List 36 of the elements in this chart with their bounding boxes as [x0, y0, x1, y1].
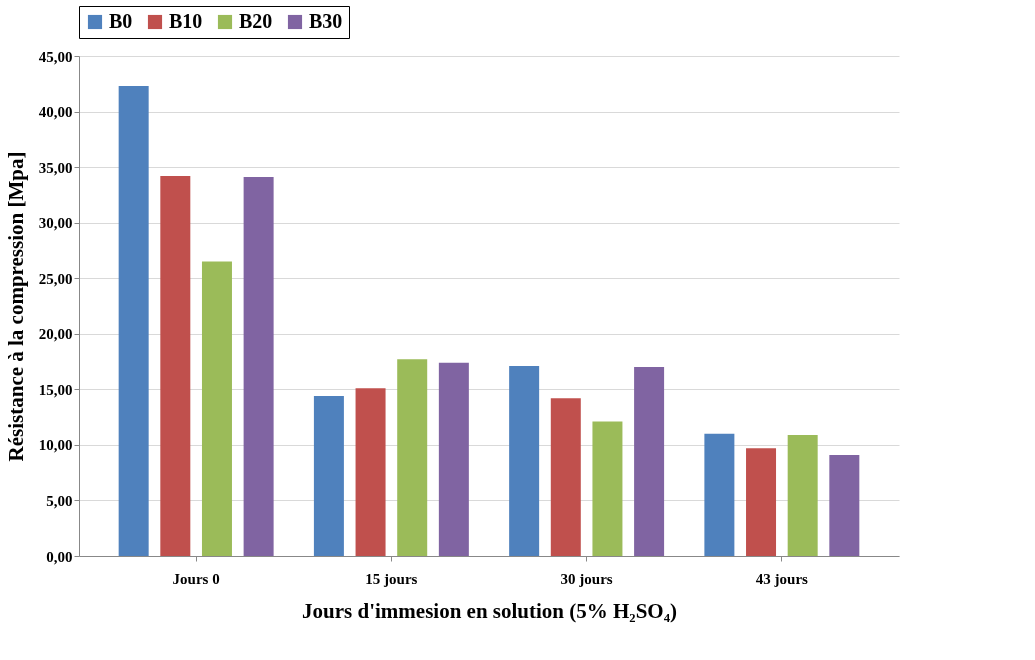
bar [787, 434, 818, 556]
x-tick-label: Jours 0 [172, 570, 220, 587]
bar [746, 448, 777, 556]
bar [438, 362, 469, 556]
legend-label: B30 [309, 10, 343, 32]
bar [243, 177, 274, 556]
y-axis-title: Résistance à la compression [Mpa] [3, 151, 28, 462]
bar [550, 398, 581, 556]
y-tick-label: 5,00 [46, 492, 73, 509]
bar [704, 433, 735, 556]
y-tick-label: 10,00 [38, 437, 73, 454]
y-tick-label: 15,00 [38, 381, 73, 398]
y-tick-label: 45,00 [38, 48, 73, 65]
y-tick-label: 0,00 [46, 548, 73, 565]
bar [509, 366, 540, 556]
x-tick-label: 15 jours [365, 570, 418, 587]
x-axis-title: Jours d'immesion en solution (5% H₂SO₄) [302, 598, 677, 623]
bar [160, 176, 191, 556]
y-tick-label: 20,00 [38, 326, 73, 343]
legend-label: B0 [109, 10, 133, 32]
bar [592, 421, 623, 556]
x-tick-label: 30 jours [560, 570, 613, 587]
y-tick-label: 25,00 [38, 270, 73, 287]
bar [201, 261, 232, 556]
legend-label: B20 [239, 10, 273, 32]
bar [634, 367, 665, 556]
y-tick-label: 35,00 [38, 159, 73, 176]
bar [118, 86, 149, 556]
bar [313, 396, 344, 556]
legend-label: B10 [169, 10, 203, 32]
bar [829, 454, 860, 556]
y-tick-label: 40,00 [38, 104, 73, 121]
y-tick-label: 30,00 [38, 215, 73, 232]
bar [397, 359, 428, 556]
x-tick-label: 43 jours [755, 570, 809, 587]
bar [355, 388, 386, 556]
